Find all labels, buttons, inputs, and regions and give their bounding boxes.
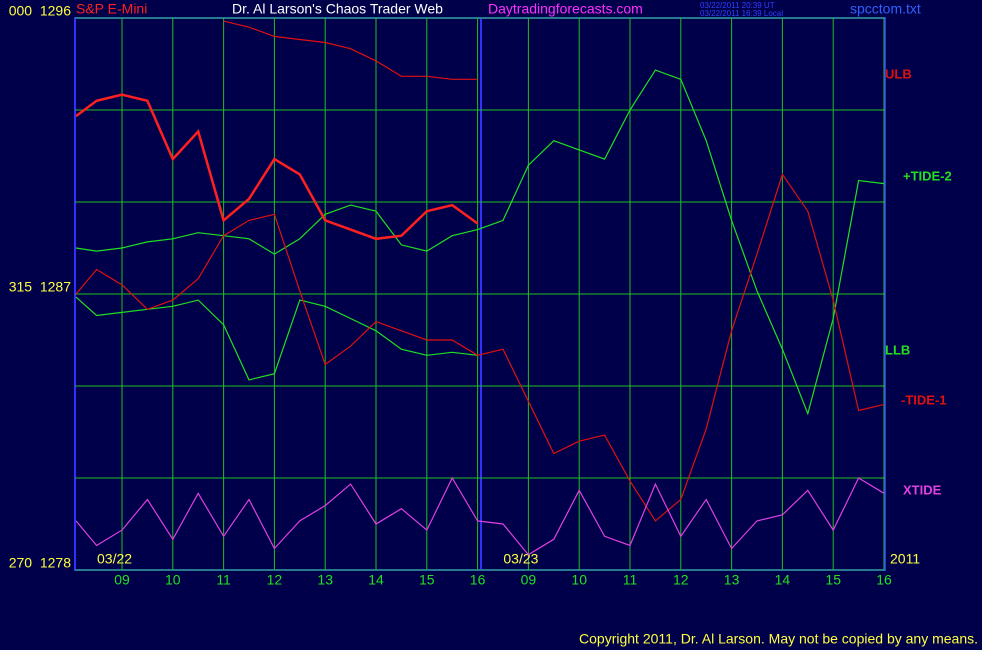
x-tick-label: 16 xyxy=(470,572,486,588)
y-tick-label: 000 1296 xyxy=(9,3,71,19)
x-tick-label: 09 xyxy=(521,572,537,588)
x-tick-label: 16 xyxy=(876,572,892,588)
copyright: Copyright 2011, Dr. Al Larson. May not b… xyxy=(579,631,978,647)
x-tick-label: 09 xyxy=(114,572,130,588)
timestamp-local: 03/22/2011 16:39 Local xyxy=(700,9,783,18)
year: 2011 xyxy=(890,551,920,567)
series-line xyxy=(223,20,478,80)
date-label: 03/23 xyxy=(503,551,538,567)
y-tick-label: 270 1278 xyxy=(9,555,71,571)
y-tick-label: 315 1287 xyxy=(9,279,71,295)
timestamp-ut: 03/22/2011 20:39 UT xyxy=(700,1,775,10)
legend-label: XTIDE xyxy=(903,482,942,497)
x-tick-label: 14 xyxy=(368,572,384,588)
website: Daytradingforecasts.com xyxy=(488,1,643,17)
series-line xyxy=(75,69,885,416)
x-tick-label: 15 xyxy=(825,572,841,588)
price-line xyxy=(75,93,479,241)
x-tick-label: 12 xyxy=(267,572,283,588)
chart-title: Dr. Al Larson's Chaos Trader Web xyxy=(232,1,443,17)
legend-label: -TIDE-1 xyxy=(901,392,947,407)
x-tick-label: 12 xyxy=(673,572,689,588)
x-tick-label: 11 xyxy=(623,572,638,588)
legend-label: +TIDE-2 xyxy=(903,168,952,183)
date-label: 03/22 xyxy=(97,551,132,567)
x-tick-label: 13 xyxy=(317,572,333,588)
x-tick-label: 13 xyxy=(724,572,740,588)
series-line xyxy=(75,476,885,556)
legend-label: LLB xyxy=(885,342,910,357)
series-line xyxy=(75,173,885,522)
x-tick-label: 14 xyxy=(775,572,791,588)
x-tick-label: 10 xyxy=(571,572,587,588)
series-line xyxy=(75,296,478,381)
symbol: S&P E-Mini xyxy=(76,1,147,17)
x-tick-label: 11 xyxy=(216,572,231,588)
x-tick-label: 15 xyxy=(419,572,435,588)
legend-label: ULB xyxy=(885,66,912,81)
file-name: spcctom.txt xyxy=(850,1,921,17)
x-tick-label: 10 xyxy=(165,572,181,588)
